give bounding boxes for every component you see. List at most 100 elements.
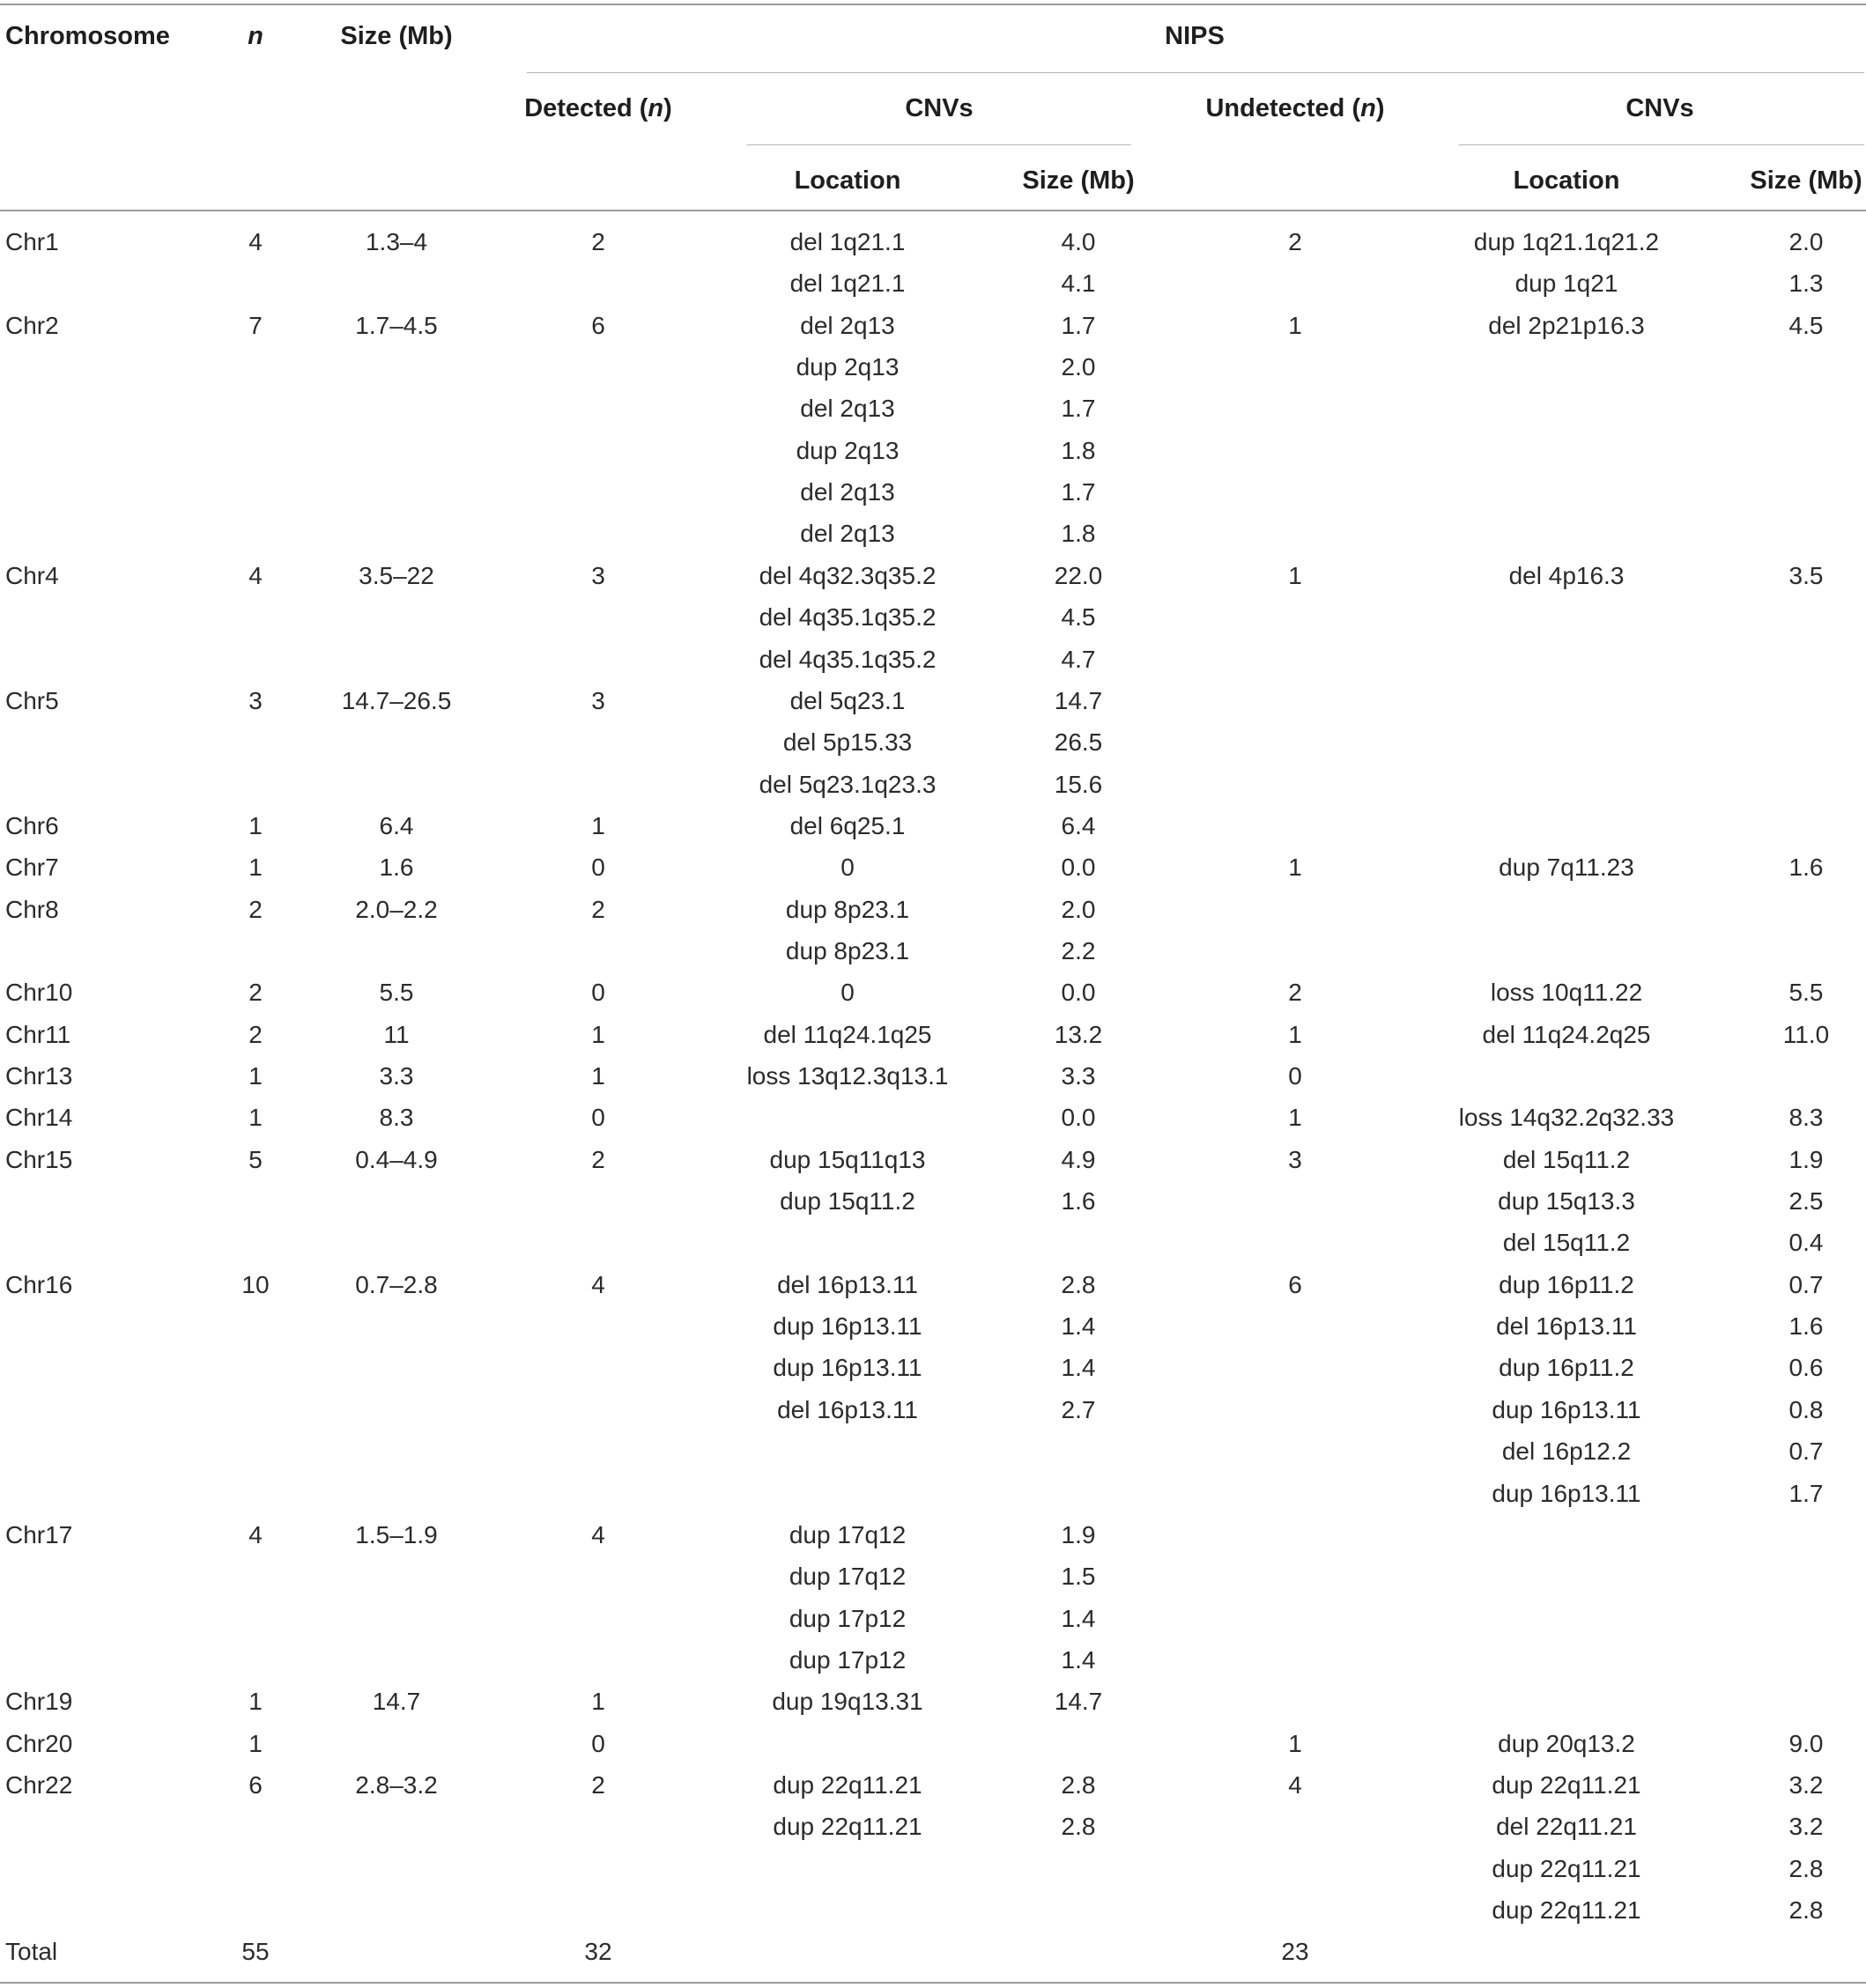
cell-n: 1 [248,1104,263,1131]
cell-detected-location: dup 16p13.11 [773,1354,922,1381]
cell-undetected-n: 1 [1288,1104,1302,1131]
cell-chromosome: Chr1 [5,228,59,255]
cell-detected-n: 3 [591,687,605,714]
cell-undetected-size: 11.0 [1782,1021,1830,1048]
cell-detected-size: 26.5 [1054,728,1103,756]
cell-n: 2 [248,1021,263,1048]
header-detected-suffix: ) [663,94,672,122]
cell-detected-size: 2.8 [1061,1813,1096,1840]
cell-detected-size: 4.5 [1061,603,1096,631]
cell-n: 2 [248,896,263,923]
cell-chromosome: Chr20 [5,1730,73,1757]
cell-undetected-location: loss 10q11.22 [1490,979,1643,1006]
header-n-text: n [248,22,263,50]
cell-detected-location: dup 2q13 [796,353,900,381]
cell-chromosome: Chr6 [5,812,59,839]
cell-detected-location: dup 8p23.1 [785,896,910,923]
cell-detected-location: dup 22q11.21 [773,1813,922,1840]
cell-undetected-size: 3.5 [1788,562,1824,589]
cell-undetected-location: dup 22q11.21 [1492,1771,1641,1799]
header-undetected: Undetected (n) [1205,93,1384,123]
cell-undetected-size: 0.7 [1788,1437,1824,1465]
header-detected: Detected (n) [524,93,672,123]
cell-detected-location: del 5p15.33 [782,728,913,756]
cell-undetected-n: 23 [1281,1938,1309,1965]
header-detected-prefix: Detected ( [524,94,648,122]
cell-detected-n: 3 [591,562,605,589]
cell-undetected-n: 1 [1288,1730,1302,1757]
cell-n: 4 [248,562,263,589]
header-nips: NIPS [1165,22,1225,50]
cell-chromosome: Chr2 [5,312,59,339]
cell-chromosome: Total [5,1938,58,1965]
cell-undetected-n: 3 [1288,1146,1302,1173]
cell-undetected-location: dup 16p11.2 [1499,1354,1634,1381]
cell-chromosome: Chr8 [5,896,59,923]
cell-size: 6.4 [379,812,414,839]
cell-undetected-n: 1 [1288,562,1302,589]
cell-detected-location: dup 22q11.21 [773,1771,922,1799]
cell-n: 6 [248,1771,263,1799]
cell-detected-n: 1 [591,812,605,839]
cell-detected-location: del 2q13 [800,395,895,422]
cell-undetected-n: 0 [1288,1062,1302,1090]
cell-detected-n: 0 [591,854,605,881]
cell-size: 5.5 [379,979,414,1006]
cell-detected-location: del 6q25.1 [789,812,906,839]
cell-undetected-size: 0.6 [1788,1354,1824,1381]
cell-undetected-size: 0.8 [1788,1396,1824,1423]
cell-detected-location: del 2q13 [800,520,895,547]
cell-detected-location: dup 17q12 [789,1563,907,1590]
cell-detected-size: 1.7 [1061,395,1096,422]
cell-undetected-size: 4.5 [1788,312,1824,339]
cell-detected-location: del 4q35.1q35.2 [759,603,937,631]
cell-undetected-size: 1.6 [1788,1312,1824,1340]
cell-n: 1 [248,812,263,839]
cell-undetected-location: del 22q11.21 [1496,1813,1637,1840]
cell-detected-size: 2.2 [1061,937,1096,964]
cell-detected-n: 2 [591,896,605,923]
cell-size: 1.3–4 [365,228,428,255]
cell-detected-n: 4 [591,1271,605,1298]
cell-undetected-location: dup 1q21.1q21.2 [1473,228,1660,255]
cell-undetected-location: del 15q11.2 [1502,1229,1631,1256]
header-size-detected: Size (Mb) [1022,166,1135,195]
cell-detected-location: del 2q13 [800,312,895,339]
cell-undetected-location: dup 1q21 [1514,270,1618,297]
header-location-undetected: Location [1513,166,1620,195]
cell-detected-size: 1.7 [1061,312,1096,339]
cell-chromosome: Chr22 [5,1771,73,1799]
cell-detected-size: 1.4 [1061,1354,1096,1381]
cell-detected-n: 6 [591,312,605,339]
cell-detected-size: 1.4 [1061,1312,1096,1340]
cell-detected-location: dup 16p13.11 [773,1312,922,1340]
cell-detected-size: 2.8 [1061,1271,1096,1298]
cell-undetected-size: 3.2 [1788,1813,1824,1840]
cell-detected-size: 4.7 [1061,646,1096,673]
header-cnvs-detected: CNVs [905,94,974,122]
cell-chromosome: Chr14 [5,1104,73,1131]
cell-undetected-location: del 4p16.3 [1508,562,1625,589]
cell-detected-n: 32 [584,1938,612,1965]
cell-undetected-size: 5.5 [1788,979,1824,1006]
cell-undetected-size: 8.3 [1788,1104,1824,1131]
cell-detected-location: del 1q21.1 [789,270,906,297]
cell-detected-n: 2 [591,1771,605,1799]
cell-detected-n: 2 [591,228,605,255]
cell-detected-location: del 2q13 [800,478,895,506]
cell-undetected-location: dup 16p13.11 [1492,1396,1641,1423]
cell-n: 5 [248,1146,263,1173]
cell-undetected-location: dup 16p13.11 [1492,1480,1641,1507]
cell-undetected-size: 2.8 [1788,1855,1824,1882]
cell-detected-n: 1 [591,1688,605,1715]
cell-undetected-location: del 11q24.2q25 [1482,1021,1651,1048]
header-undetected-suffix: ) [1375,94,1385,122]
cell-detected-size: 13.2 [1054,1021,1103,1048]
cell-detected-size: 1.9 [1061,1521,1096,1548]
cell-detected-location: del 16p13.11 [777,1271,918,1298]
cell-detected-size: 2.8 [1061,1771,1096,1799]
cell-detected-size: 4.1 [1061,270,1096,297]
cell-chromosome: Chr16 [5,1271,73,1298]
cell-undetected-size: 1.7 [1788,1480,1824,1507]
